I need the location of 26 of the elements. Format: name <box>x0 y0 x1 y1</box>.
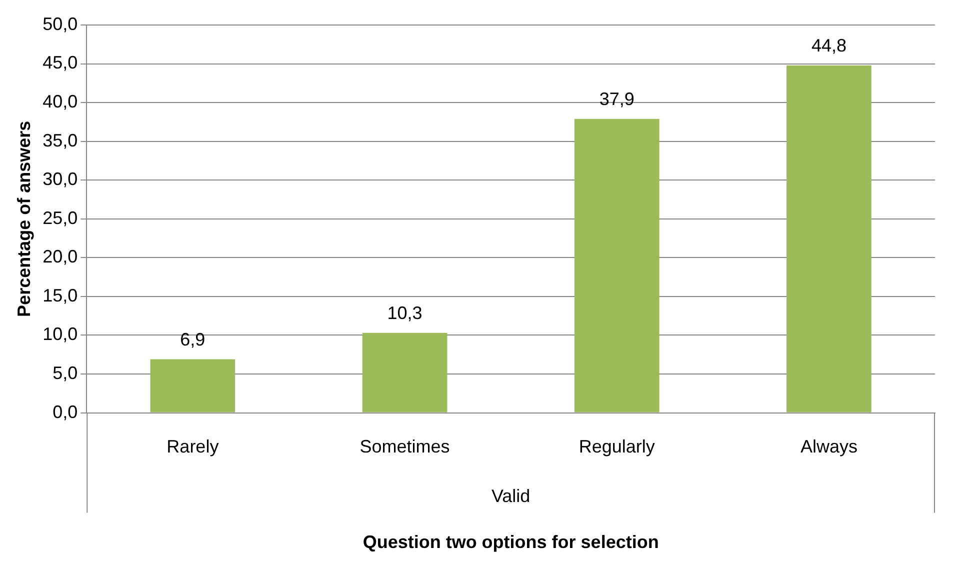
y-tick-label: 15,0 <box>42 285 78 306</box>
y-tick-label: 25,0 <box>42 208 78 228</box>
data-label: 10,3 <box>387 302 422 323</box>
bar <box>574 118 660 412</box>
text: Valid <box>491 486 530 506</box>
y-tick-label: 5,0 <box>52 362 78 383</box>
data-label: 44,8 <box>811 35 846 56</box>
y-axis-title: Percentage of answers <box>14 120 34 317</box>
bar <box>150 359 236 412</box>
y-tick-label: 40,0 <box>42 92 78 112</box>
y-tick-label: 45,0 <box>42 52 78 73</box>
y-tick-label: 35,0 <box>42 130 78 150</box>
y-tick-label: 50,0 <box>42 14 78 34</box>
data-label: 6,9 <box>180 329 206 350</box>
x-tick-label: Sometimes <box>360 436 450 457</box>
x-tick-label: Rarely <box>166 436 219 457</box>
x-tick-label: Regularly <box>578 436 655 457</box>
x-tick-label: Always <box>800 436 858 457</box>
bar <box>362 332 448 412</box>
y-tick-label: 10,0 <box>42 324 78 344</box>
x-axis-title: Question two options for selection <box>362 532 659 552</box>
y-tick-label: 0,0 <box>52 402 78 422</box>
data-label: 37,9 <box>599 88 634 109</box>
y-tick-label: 30,0 <box>42 169 78 190</box>
y-tick-label: 20,0 <box>42 246 78 267</box>
bar <box>786 65 872 412</box>
